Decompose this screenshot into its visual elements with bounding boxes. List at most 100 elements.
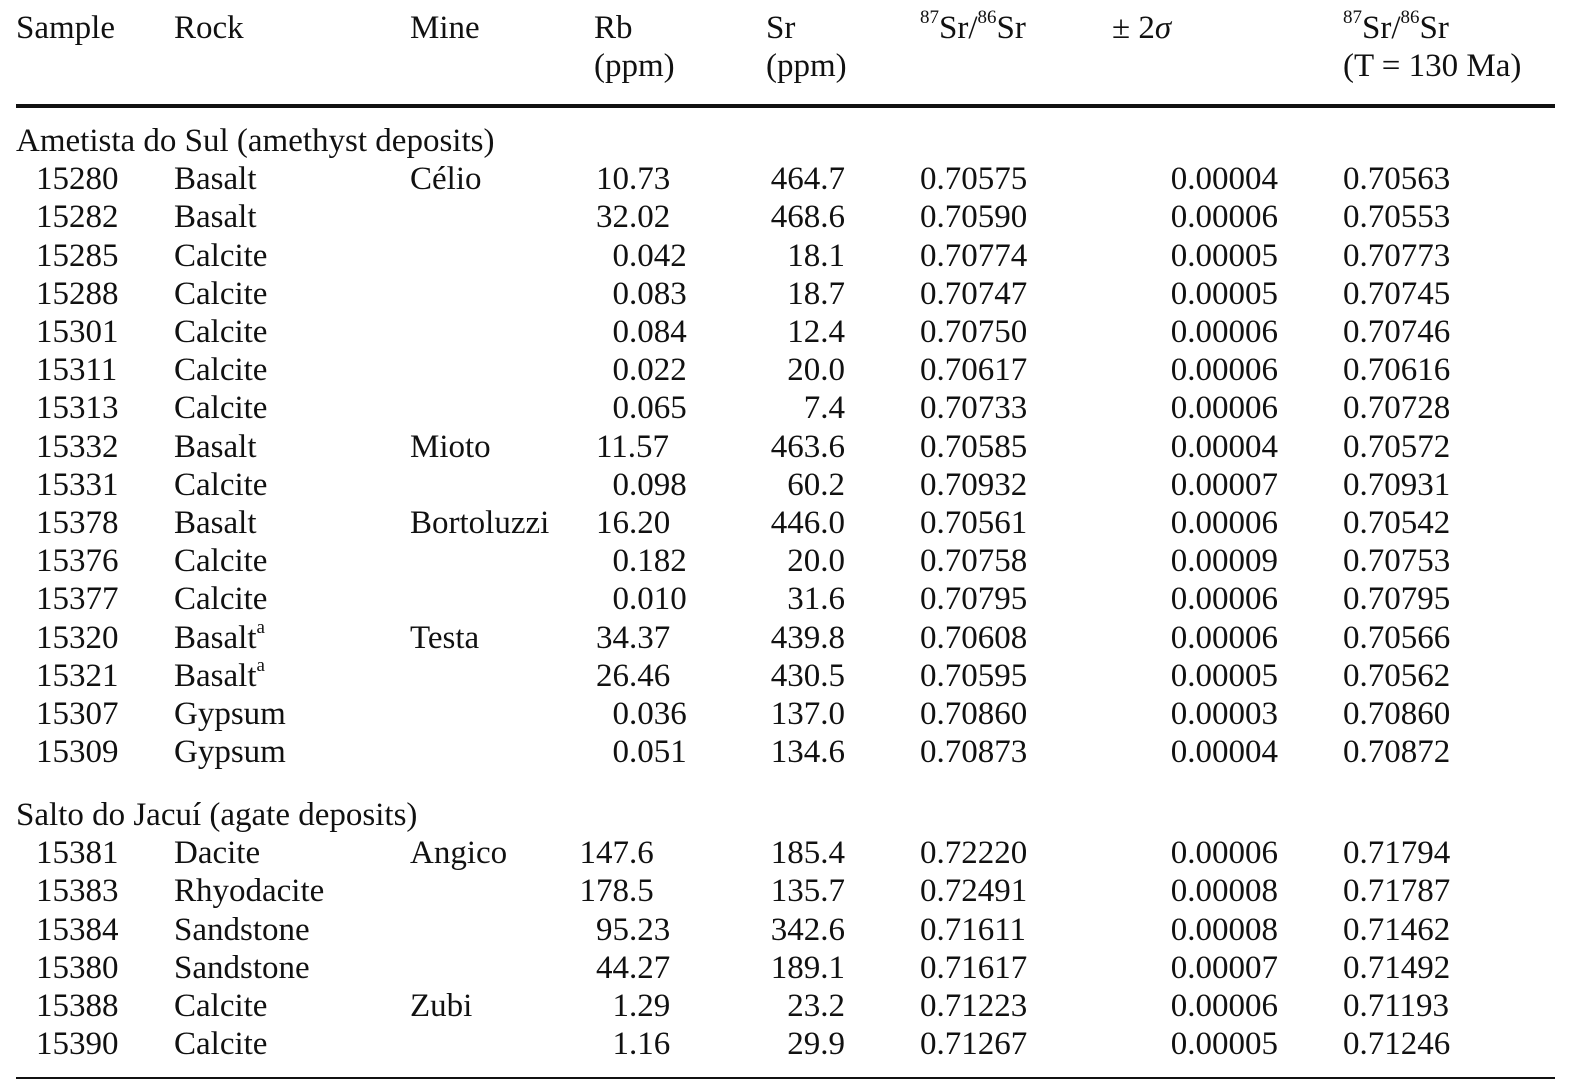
cell-two-sigma-text: 0.00006 <box>1170 988 1278 1024</box>
cell-sr-ratio: 0.71223 <box>920 987 1027 1025</box>
cell-rock-text: Calcite <box>174 466 268 503</box>
cell-sr: 18.7 <box>787 275 845 312</box>
cell-mine: Mioto <box>410 428 491 466</box>
cell-sr-ratio-initial: 0.70616 <box>1343 351 1450 389</box>
cell-two-sigma: 0.00007 <box>1110 949 1278 987</box>
cell-two-sigma: 0.00006 <box>1110 987 1278 1025</box>
cell-two-sigma: 0.00006 <box>1110 834 1278 872</box>
cell-rock-text: Gypsum <box>174 734 286 771</box>
cell-sr-ratio-initial-text: 0.71193 <box>1343 988 1450 1024</box>
cell-two-sigma-text: 0.00005 <box>1170 1026 1278 1063</box>
cell-sample-text: 15282 <box>36 199 119 236</box>
cell-sample: 15320 <box>36 619 119 657</box>
header-sr: Sr <box>766 10 796 46</box>
cell-sample-text: 15311 <box>36 352 118 389</box>
cell-sr-ratio-initial-text: 0.70753 <box>1343 543 1451 580</box>
cell-two-sigma-text: 0.00008 <box>1170 873 1278 910</box>
cell-sample-text: 15377 <box>36 581 119 618</box>
cell-rock: Calcite <box>174 542 267 580</box>
cell-sample-text: 15288 <box>36 275 119 312</box>
cell-sr-ratio-initial: 0.70553 <box>1343 198 1450 236</box>
cell-rock-text: Basalt <box>174 657 257 694</box>
header-sr-ratio: 87Sr/86Sr <box>920 7 1026 46</box>
cell-sr-ratio-initial-text: 0.70931 <box>1343 466 1451 503</box>
cell-two-sigma-text: 0.00009 <box>1170 543 1278 580</box>
cell-sr-ratio-text: 0.70608 <box>920 619 1028 656</box>
cell-sr: 342.6 <box>770 911 845 948</box>
cell-sr-ratio-text: 0.71267 <box>920 1026 1028 1063</box>
cell-sample: 15301 <box>36 313 119 351</box>
cell-sr-ratio-initial: 0.70872 <box>1343 733 1450 771</box>
cell-sample-text: 15301 <box>36 314 119 350</box>
cell-sr-ratio-initial: 0.70562 <box>1343 657 1450 695</box>
cell-mine-text: Testa <box>410 619 480 656</box>
cell-rock: Calcite <box>174 1025 267 1063</box>
cell-two-sigma-text: 0.00003 <box>1170 696 1278 732</box>
cell-rock: Calcite <box>174 389 267 427</box>
header-rb-unit: (ppm) <box>594 48 675 84</box>
header-sr-ratio-initial: 87Sr/86Sr <box>1343 7 1449 46</box>
cell-rb: 0.036 <box>612 696 687 732</box>
cell-sr: 20.0 <box>787 543 845 580</box>
cell-rock: Gypsum <box>174 695 286 733</box>
cell-sr: 439.8 <box>770 619 845 656</box>
cell-sample-text: 15376 <box>36 543 119 580</box>
cell-sample-text: 15380 <box>36 949 119 986</box>
cell-two-sigma: 0.00008 <box>1110 872 1278 910</box>
cell-sr-ratio: 0.70617 <box>920 351 1027 389</box>
cell-rb: 0.022 <box>612 352 687 389</box>
cell-sample: 15388 <box>36 987 119 1025</box>
cell-two-sigma: 0.00005 <box>1110 657 1278 695</box>
cell-rock-text: Calcite <box>174 352 268 389</box>
cell-sr: 20.0 <box>787 352 845 389</box>
cell-rock-text: Rhyodacite <box>174 873 325 910</box>
header-age-note: (T = 130 Ma) <box>1343 48 1522 84</box>
cell-rock: Basalt <box>174 504 256 542</box>
header-mine: Mine <box>410 10 480 46</box>
footnote-marker: a <box>256 616 265 638</box>
cell-sr-ratio-text: 0.72220 <box>920 835 1028 872</box>
cell-sr-ratio-initial-text: 0.70572 <box>1343 428 1451 465</box>
cell-sr-ratio-initial: 0.71492 <box>1343 949 1450 987</box>
cell-sr-ratio-text: 0.70561 <box>920 505 1028 541</box>
cell-rock-text: Sandstone <box>174 949 310 986</box>
cell-sr-ratio-initial-text: 0.70566 <box>1343 619 1451 656</box>
cell-two-sigma-text: 0.00008 <box>1170 911 1278 948</box>
cell-two-sigma: 0.00006 <box>1110 313 1278 351</box>
cell-sr-ratio: 0.70561 <box>920 504 1027 542</box>
cell-sr-ratio-initial: 0.70773 <box>1343 237 1450 275</box>
cell-sr-ratio-initial: 0.70728 <box>1343 389 1450 427</box>
group-title: Salto do Jacuí (agate deposits) <box>16 797 418 833</box>
cell-sr-ratio-initial-text: 0.71492 <box>1343 949 1451 986</box>
cell-sr-ratio-initial-text: 0.70773 <box>1343 237 1451 274</box>
cell-sr-ratio-initial-text: 0.70860 <box>1343 696 1451 732</box>
cell-rock: Calcite <box>174 580 267 618</box>
header-rule <box>16 104 1555 108</box>
cell-sr: 463.6 <box>770 428 845 465</box>
cell-rock: Gypsum <box>174 733 286 771</box>
cell-two-sigma-text: 0.00006 <box>1170 352 1278 389</box>
cell-sr-ratio-initial: 0.70746 <box>1343 313 1450 351</box>
cell-rb: 10.73 <box>596 161 671 198</box>
cell-sample-text: 15388 <box>36 988 119 1024</box>
cell-sr-ratio: 0.70873 <box>920 733 1027 771</box>
cell-two-sigma-text: 0.00006 <box>1170 581 1278 618</box>
cell-sr-ratio-initial: 0.70931 <box>1343 466 1450 504</box>
cell-rb: 32.02 <box>596 199 671 236</box>
cell-rock: Dacite <box>174 834 260 872</box>
cell-sample-text: 15390 <box>36 1026 119 1063</box>
cell-sr-ratio-initial-text: 0.70553 <box>1343 199 1451 236</box>
cell-sr-ratio-text: 0.71617 <box>920 949 1028 986</box>
cell-sr: 468.6 <box>770 199 845 236</box>
cell-sample-text: 15331 <box>36 466 119 503</box>
cell-sr: 134.6 <box>770 734 845 771</box>
cell-sample-text: 15313 <box>36 390 119 427</box>
cell-sr-ratio-initial: 0.70753 <box>1343 542 1450 580</box>
cell-sample: 15384 <box>36 911 119 949</box>
cell-rb: 16.20 <box>596 505 671 541</box>
cell-sample: 15282 <box>36 198 119 236</box>
cell-sr-ratio-text: 0.70873 <box>920 734 1028 771</box>
cell-two-sigma-text: 0.00006 <box>1170 314 1278 350</box>
cell-two-sigma: 0.00005 <box>1110 237 1278 275</box>
cell-sr-ratio-text: 0.71611 <box>920 911 1027 948</box>
